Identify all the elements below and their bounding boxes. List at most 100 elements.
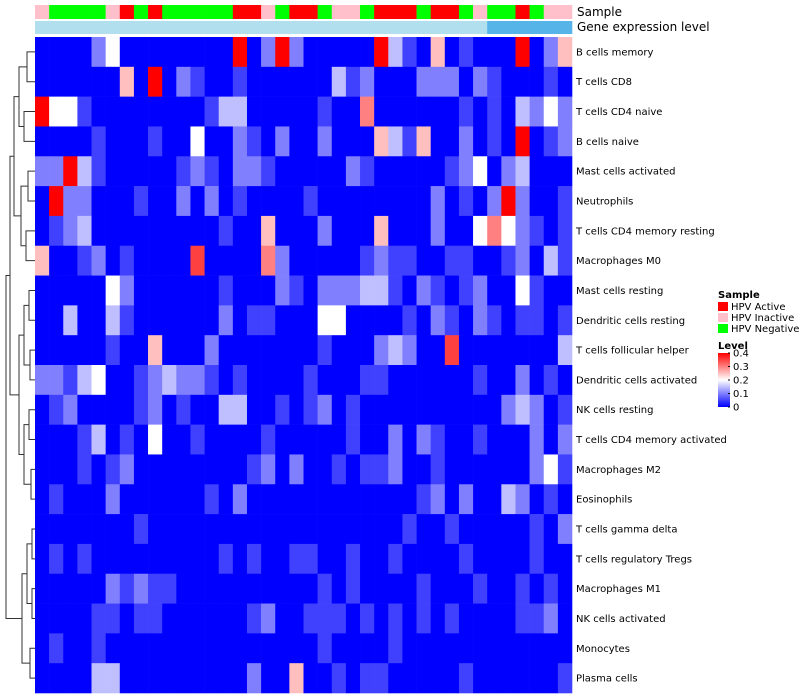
heatmap-cell [261, 514, 276, 545]
heatmap-cell [105, 365, 121, 396]
heatmap-cell [162, 514, 177, 545]
heatmap-cell [303, 335, 318, 366]
heatmap-cell [557, 275, 573, 306]
heatmap-cell [444, 156, 460, 187]
heatmap-cell [473, 454, 488, 485]
heatmap-cell [557, 305, 573, 336]
heatmap-cell [105, 663, 121, 694]
heatmap-cell [529, 484, 545, 515]
heatmap-cell [331, 96, 347, 127]
row-label: Eosinophils [576, 495, 632, 506]
heatmap-cell [345, 484, 361, 515]
sample-annot-cell [374, 5, 389, 19]
heatmap-cell [63, 424, 78, 455]
heatmap-cell [119, 275, 135, 306]
heatmap-cell [487, 573, 502, 604]
heatmap-cell [360, 514, 375, 545]
heatmap-cell [402, 275, 417, 306]
heatmap-cell [402, 215, 417, 247]
heatmap-cell [105, 543, 121, 575]
heatmap-cell [416, 37, 431, 68]
heatmap-cell [162, 66, 177, 97]
heatmap-cell [77, 484, 92, 515]
gene-annot-cell [218, 21, 234, 34]
heatmap-cell [303, 633, 318, 664]
heatmap-cell [416, 394, 431, 425]
heatmap-cell [261, 156, 276, 187]
sample-annot-cell [473, 5, 488, 19]
row-label: Macrophages M2 [576, 465, 661, 476]
heatmap-cell [515, 633, 530, 664]
heatmap-cell [232, 603, 248, 634]
heatmap-cell [246, 245, 262, 276]
heatmap-cell [261, 454, 276, 485]
heatmap-cell [133, 365, 149, 396]
heatmap-cell [529, 305, 545, 336]
heatmap-cell [218, 514, 234, 545]
heatmap-cell [487, 96, 502, 127]
heatmap-cell [35, 126, 50, 157]
heatmap-cell [360, 66, 375, 97]
heatmap-cell [458, 514, 474, 545]
heatmap-cell [473, 245, 488, 276]
heatmap-cell [374, 96, 389, 127]
heatmap-cell [162, 215, 177, 247]
heatmap-cell [289, 335, 304, 366]
heatmap-cell [63, 156, 78, 187]
heatmap-cell [148, 37, 163, 68]
heatmap-cell [119, 335, 135, 366]
heatmap-cell [246, 37, 262, 68]
heatmap-cell [529, 66, 545, 97]
heatmap-cell [444, 305, 460, 336]
heatmap-cell [261, 275, 276, 306]
heatmap-cell [473, 573, 488, 604]
heatmap-cell [63, 37, 78, 68]
heatmap-cell [360, 126, 375, 157]
heatmap-cell [162, 156, 177, 187]
heatmap-cell [458, 603, 474, 634]
heatmap-cell [303, 96, 318, 127]
heatmap-cell [148, 633, 163, 664]
heatmap-cell [162, 305, 177, 336]
heatmap-cell [557, 514, 573, 545]
heatmap-cell [388, 365, 403, 396]
heatmap-cell [77, 335, 92, 366]
gene-annot-cell [35, 21, 50, 34]
heatmap-cell [374, 484, 389, 515]
heatmap-cell [331, 66, 347, 97]
heatmap-cell [360, 245, 375, 276]
heatmap-cell [232, 156, 248, 187]
heatmap-cell [176, 305, 191, 336]
heatmap-cell [261, 484, 276, 515]
heatmap-cell [501, 37, 516, 68]
heatmap-cell [246, 394, 262, 425]
heatmap-cell [35, 573, 50, 604]
heatmap-cell [430, 633, 446, 664]
heatmap-cell [444, 603, 460, 634]
heatmap-cell [444, 484, 460, 515]
heatmap-cell [557, 156, 573, 187]
heatmap-cell [105, 156, 121, 187]
heatmap-cell [487, 484, 502, 515]
heatmap-cell [77, 394, 92, 425]
sample-annot-cell [345, 5, 361, 19]
gene-annot-cell [204, 21, 220, 34]
heatmap-cell [515, 215, 530, 247]
heatmap-cell [402, 454, 417, 485]
heatmap-cell [458, 126, 474, 157]
legend-swatch [718, 313, 728, 322]
heatmap-cell [190, 365, 205, 396]
heatmap-cell [557, 245, 573, 276]
heatmap-cell [487, 275, 502, 306]
heatmap-cell [49, 215, 64, 247]
heatmap-cell [176, 156, 191, 187]
heatmap-cell [529, 603, 545, 634]
heatmap-cell [487, 186, 502, 217]
heatmap-cell [402, 335, 417, 366]
heatmap-cell [63, 215, 78, 247]
heatmap-cell [473, 663, 488, 694]
heatmap-cell [487, 663, 502, 694]
sample-annot-cell [204, 5, 220, 19]
heatmap-cell [303, 365, 318, 396]
